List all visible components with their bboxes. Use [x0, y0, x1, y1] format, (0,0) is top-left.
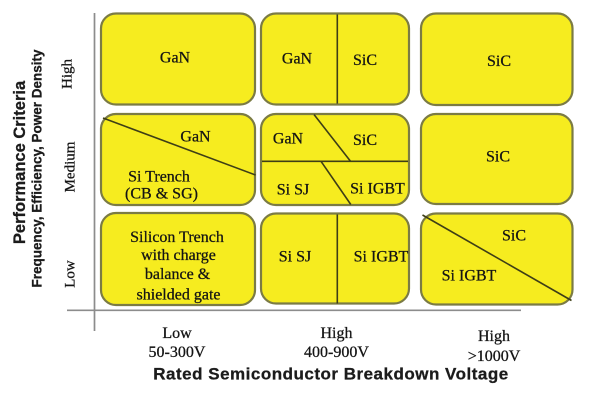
svg-text:GaN: GaN: [180, 129, 211, 146]
svg-text:Si IGBT: Si IGBT: [442, 268, 497, 285]
svg-text:Medium: Medium: [63, 141, 79, 192]
svg-text:Si IGBT: Si IGBT: [350, 181, 405, 198]
svg-text:Si SJ: Si SJ: [279, 249, 311, 266]
svg-text:Low: Low: [162, 325, 192, 342]
svg-text:SiC: SiC: [353, 132, 377, 149]
svg-text:SiC: SiC: [502, 228, 526, 245]
svg-text:Rated Semiconductor Breakdown: Rated Semiconductor Breakdown Voltage: [153, 365, 508, 384]
svg-text:Silicon Trench: Silicon Trench: [130, 229, 224, 246]
svg-text:High: High: [478, 328, 510, 345]
svg-text:Frequency, Efficiency, Power D: Frequency, Efficiency, Power Density: [30, 49, 45, 288]
svg-text:>1000V: >1000V: [468, 348, 521, 365]
svg-text:400-900V: 400-900V: [304, 344, 369, 361]
svg-text:50-300V: 50-300V: [149, 344, 206, 361]
svg-text:balance &: balance &: [145, 266, 211, 283]
svg-text:Si IGBT: Si IGBT: [354, 249, 409, 266]
svg-text:Low: Low: [63, 260, 79, 288]
svg-text:(CB & SG): (CB & SG): [125, 186, 198, 203]
svg-text:High: High: [59, 59, 75, 90]
svg-text:High: High: [321, 325, 353, 342]
svg-text:SiC: SiC: [486, 149, 510, 166]
svg-text:GaN: GaN: [282, 51, 313, 68]
svg-text:SiC: SiC: [487, 53, 511, 70]
svg-text:with charge: with charge: [141, 247, 216, 264]
svg-text:Si Trench: Si Trench: [128, 169, 190, 186]
svg-text:Performance Criteria: Performance Criteria: [11, 80, 29, 244]
svg-text:GaN: GaN: [273, 131, 304, 148]
svg-text:GaN: GaN: [160, 50, 191, 67]
svg-text:Si SJ: Si SJ: [277, 182, 309, 199]
svg-text:SiC: SiC: [353, 52, 377, 69]
svg-text:shielded gate: shielded gate: [137, 287, 221, 304]
